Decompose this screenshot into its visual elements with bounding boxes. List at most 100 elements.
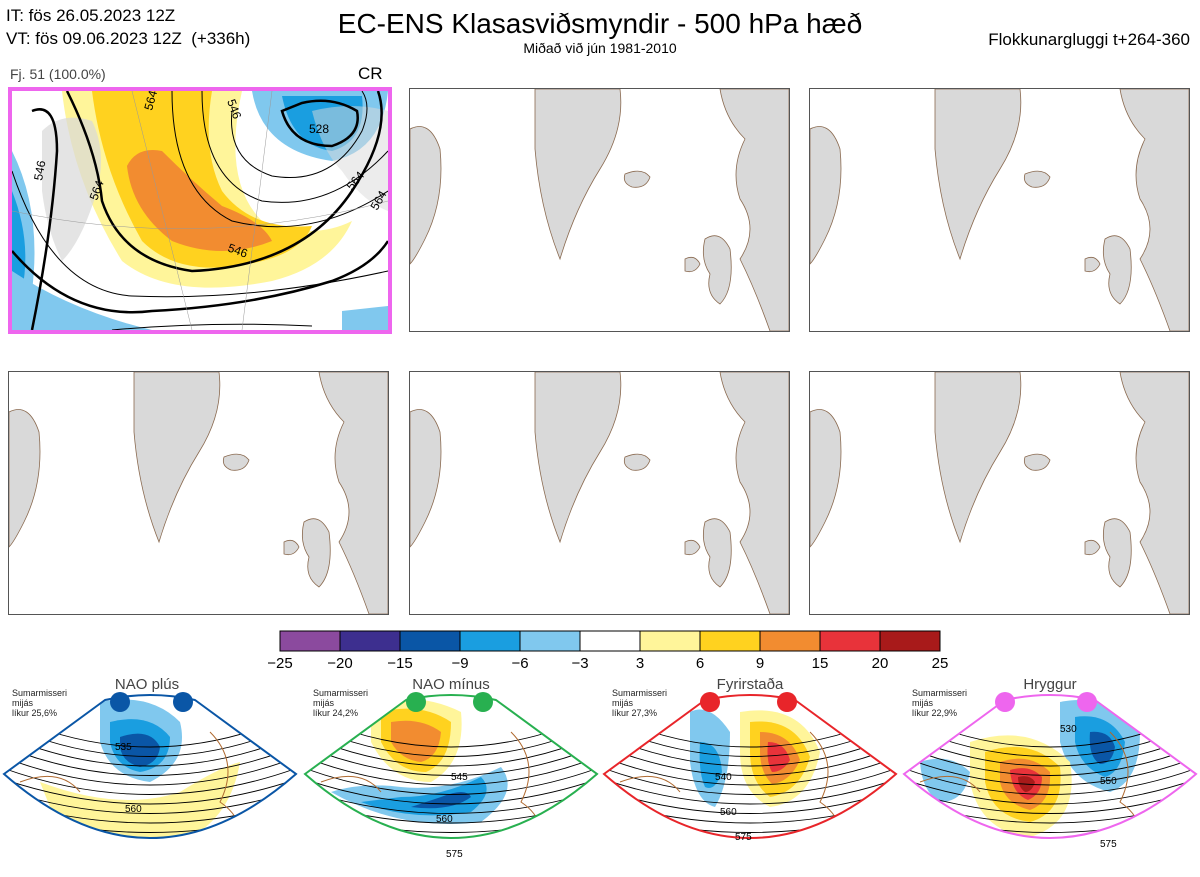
- colorbar-swatch: [639, 630, 701, 652]
- land-mass: [702, 235, 732, 305]
- land-mass: [934, 89, 1022, 261]
- anomaly-area: [1010, 845, 1040, 854]
- colorbar-swatch: [819, 630, 881, 652]
- land-mass: [810, 126, 842, 265]
- cluster-map-4[interactable]: [8, 371, 389, 615]
- colorbar-swatch: [699, 630, 761, 652]
- cluster-map-1[interactable]: 546 564 564 546 528 546 564 564: [8, 87, 392, 334]
- contour-label: 546: [226, 241, 250, 261]
- height-contour: [604, 766, 896, 795]
- regime-marker-dot: [406, 692, 426, 712]
- regime-marker-dot: [777, 692, 797, 712]
- cluster-code: CR: [358, 64, 383, 83]
- colorbar-tick-label: 20: [871, 655, 889, 672]
- regime-season: Sumarmisseri: [612, 688, 668, 698]
- colorbar-tick-label: 3: [635, 655, 645, 672]
- contour-label: 540: [715, 772, 732, 783]
- land-mass: [623, 170, 651, 188]
- land-mass: [810, 409, 842, 548]
- land-mass: [684, 256, 701, 273]
- coastline: [619, 731, 843, 838]
- anomaly-area: [120, 733, 160, 767]
- regime-prob: líkur 27,3%: [612, 708, 658, 718]
- regime-info: Sumarmisseri mijás líkur 22,9%: [912, 688, 967, 718]
- height-contour: [604, 744, 896, 776]
- land-mass: [283, 539, 300, 556]
- cluster-map-6[interactable]: [809, 371, 1190, 615]
- regime-freq: mijás: [612, 698, 634, 708]
- empty-map-svg: [810, 89, 1189, 331]
- colorbar-swatch: [339, 630, 401, 652]
- contour-label: 564: [141, 91, 160, 112]
- regime-map: 540 560 575: [602, 692, 898, 843]
- contour-label: 560: [125, 804, 142, 815]
- colorbar-tick-label: −15: [387, 655, 413, 672]
- regime-nao-minus[interactable]: 545 560 575 NAO mínus Sumarmisseri mijás lík…: [301, 672, 601, 872]
- regime-map: 545 560 575: [303, 692, 599, 860]
- land-mass: [534, 372, 622, 544]
- regime-map: 535 560: [2, 692, 298, 839]
- land-mass: [9, 409, 41, 548]
- height-contour: [604, 755, 896, 786]
- land-mass: [534, 89, 622, 261]
- regime-freq: mijás: [912, 698, 934, 708]
- land-mass: [1023, 170, 1051, 188]
- land-mass: [684, 539, 701, 556]
- land-mass: [1102, 518, 1132, 588]
- land-mass: [301, 518, 331, 588]
- coastline: [919, 731, 1143, 838]
- land-mass: [1119, 372, 1189, 614]
- height-contour: [305, 766, 597, 795]
- cluster-map-2[interactable]: [409, 88, 790, 332]
- height-contour: [4, 755, 296, 786]
- regime-freq: mijás: [12, 698, 34, 708]
- height-contour: [305, 744, 597, 776]
- valid-time: VT: fös 09.06.2023 12Z (+336h): [6, 29, 251, 48]
- contour-label: 575: [735, 832, 752, 843]
- land-mass: [623, 453, 651, 471]
- colorbar-tick-label: −6: [511, 655, 529, 672]
- land-mass: [1084, 539, 1101, 556]
- regime-blocking[interactable]: 540 560 575 Fyrirstaða Sumarmisseri mijás lí…: [600, 672, 900, 872]
- land-mass: [719, 89, 789, 331]
- empty-map-svg: [9, 372, 388, 614]
- classification-window: Flokkunargluggi t+264-360: [988, 30, 1190, 49]
- regime-name: Fyrirstaða: [716, 676, 784, 693]
- colorbar-tick-label: −9: [451, 655, 469, 672]
- cluster-map-5[interactable]: [409, 371, 790, 615]
- colorbar-swatch: [279, 630, 341, 652]
- land-mass: [1102, 235, 1132, 305]
- colorbar-swatch: [519, 630, 581, 652]
- regime-info: Sumarmisseri mijás líkur 27,3%: [612, 688, 667, 718]
- regime-info: Sumarmisseri mijás líkur 24,2%: [313, 688, 368, 718]
- colorbar-swatch: [579, 630, 641, 652]
- colorbar: [279, 630, 941, 652]
- regime-marker-dot: [473, 692, 493, 712]
- contour-label: 575: [1100, 839, 1117, 850]
- cluster-map-3[interactable]: [809, 88, 1190, 332]
- regime-ridge[interactable]: 530 550 575 Hryggur Sumarmisseri mijás líkur…: [900, 672, 1200, 872]
- regime-name: Hryggur: [1023, 676, 1077, 693]
- height-contour: [4, 744, 296, 776]
- main-map-svg: 546 564 564 546 528 546 564 564: [12, 91, 388, 330]
- height-contour: [305, 755, 597, 786]
- height-contour: [604, 777, 896, 805]
- contour-label: 575: [446, 849, 463, 860]
- empty-map-svg: [410, 89, 789, 331]
- contour-label: 546: [224, 97, 244, 121]
- regime-marker-dot: [1077, 692, 1097, 712]
- colorbar-tick-label: −3: [571, 655, 589, 672]
- land-mass: [318, 372, 388, 614]
- cluster-label: Fj. 51 (100.0%): [10, 66, 106, 82]
- colorbar-tick-label: −25: [267, 655, 293, 672]
- height-contour: [305, 777, 597, 805]
- regime-nao-plus[interactable]: 535 560 NAO plús Sumarmisseri mijás líkur 2…: [0, 672, 300, 872]
- land-mass: [702, 518, 732, 588]
- contour-label: 530: [1060, 724, 1077, 735]
- height-contour: [904, 777, 1196, 805]
- regime-prob: líkur 24,2%: [313, 708, 359, 718]
- colorbar-swatch: [879, 630, 941, 652]
- colorbar-swatch: [399, 630, 461, 652]
- contour-label: 550: [1100, 776, 1117, 787]
- regime-season: Sumarmisseri: [313, 688, 369, 698]
